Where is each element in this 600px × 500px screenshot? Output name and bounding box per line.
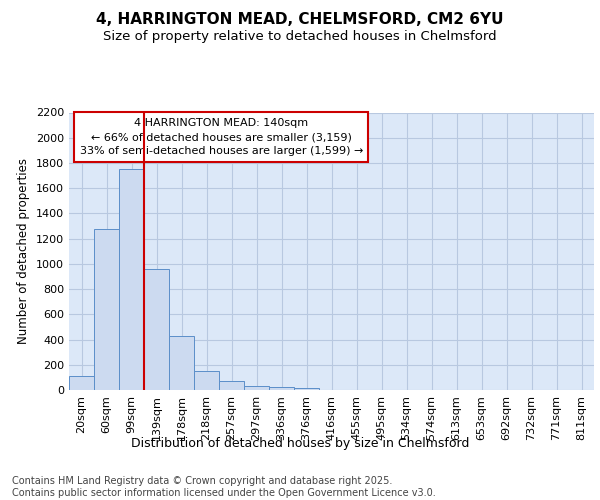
Bar <box>294 388 319 390</box>
Text: Contains HM Land Registry data © Crown copyright and database right 2025.
Contai: Contains HM Land Registry data © Crown c… <box>12 476 436 498</box>
Bar <box>119 170 144 390</box>
Y-axis label: Number of detached properties: Number of detached properties <box>17 158 31 344</box>
Text: Size of property relative to detached houses in Chelmsford: Size of property relative to detached ho… <box>103 30 497 43</box>
Bar <box>69 376 94 390</box>
Bar <box>269 387 294 390</box>
Bar <box>219 380 244 390</box>
Bar <box>194 371 219 390</box>
Bar <box>244 386 269 390</box>
Text: Distribution of detached houses by size in Chelmsford: Distribution of detached houses by size … <box>131 438 469 450</box>
Bar <box>94 228 119 390</box>
Bar <box>144 269 169 390</box>
Bar <box>169 336 194 390</box>
Text: 4 HARRINGTON MEAD: 140sqm
← 66% of detached houses are smaller (3,159)
33% of se: 4 HARRINGTON MEAD: 140sqm ← 66% of detac… <box>80 118 363 156</box>
Text: 4, HARRINGTON MEAD, CHELMSFORD, CM2 6YU: 4, HARRINGTON MEAD, CHELMSFORD, CM2 6YU <box>96 12 504 28</box>
